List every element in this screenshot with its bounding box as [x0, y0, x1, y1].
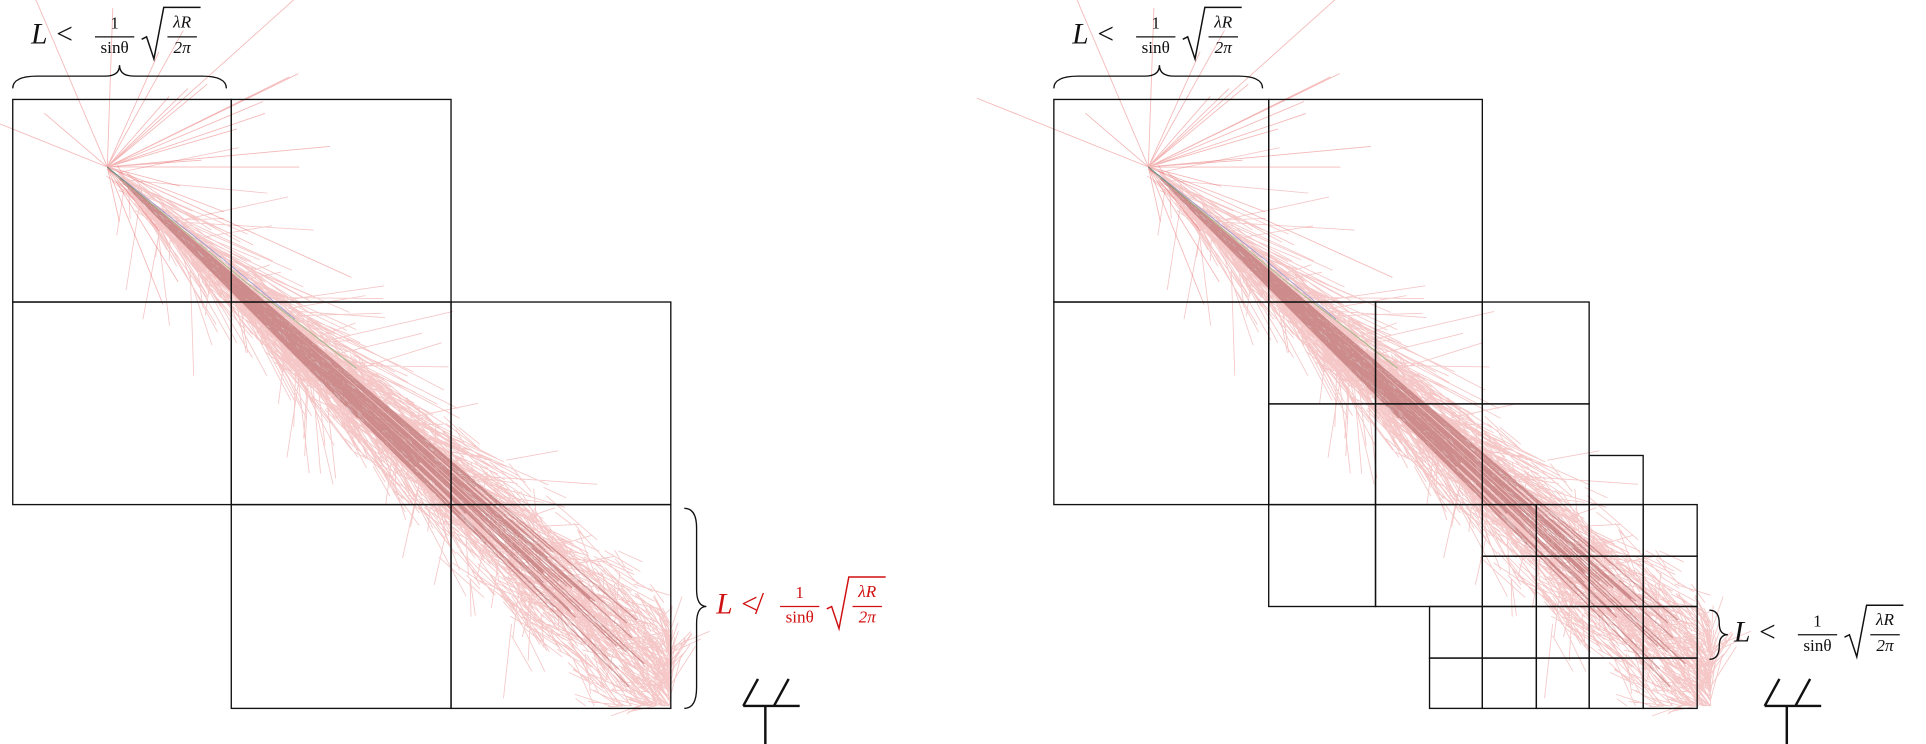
radicand-numerator: λR [172, 12, 191, 31]
particle-shower [977, 0, 1751, 716]
radicand-denominator: 2π [1876, 636, 1894, 655]
right-panel: L < 1 sinθ λR 2π L < 1 sinθ λR 2π [977, 0, 1904, 744]
formula: L < 1 sinθ λR 2π [1733, 605, 1903, 657]
formula: L < 1 sinθ λR 2π [30, 7, 200, 59]
top-brace [1054, 65, 1263, 88]
fraction-numerator: 1 [1813, 611, 1822, 630]
particle-shower [0, 0, 710, 716]
formula-lhs: L < [1071, 19, 1115, 51]
radicand-numerator: λR [1213, 12, 1232, 31]
formula-lhs: L < [1733, 616, 1777, 648]
fraction-denominator: sinθ [1803, 636, 1831, 655]
radicand-numerator: λR [857, 582, 876, 601]
side-brace [684, 508, 706, 708]
radicand-numerator: λR [1875, 610, 1894, 629]
formula-lhs: L ≮ [715, 588, 764, 620]
formula-lhs: L < [30, 19, 74, 51]
formula: L < 1 sinθ λR 2π [1071, 7, 1241, 59]
antenna [743, 679, 799, 744]
fraction-denominator: sinθ [786, 608, 814, 627]
fraction-numerator: 1 [110, 13, 119, 32]
fraction-denominator: sinθ [101, 38, 129, 57]
fraction-numerator: 1 [1151, 13, 1160, 32]
antenna [1765, 679, 1821, 744]
radicand-denominator: 2π [859, 608, 877, 627]
fraction-numerator: 1 [795, 583, 804, 602]
diagram: L < 1 sinθ λR 2π L ≮ 1 sinθ λR 2π [0, 0, 1926, 744]
left-panel: L < 1 sinθ λR 2π L ≮ 1 sinθ λR 2π [0, 0, 886, 744]
top-brace [13, 65, 227, 88]
formula: L ≮ 1 sinθ λR 2π [715, 577, 885, 629]
fraction-denominator: sinθ [1142, 38, 1170, 57]
radicand-denominator: 2π [1215, 38, 1233, 57]
radicand-denominator: 2π [174, 38, 192, 57]
